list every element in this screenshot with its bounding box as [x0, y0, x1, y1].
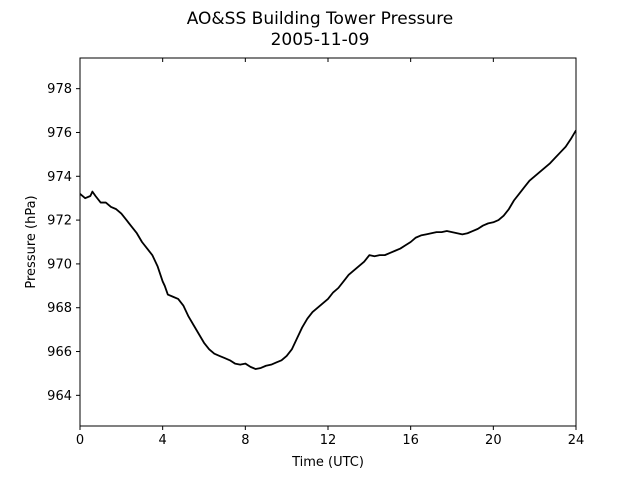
- x-axis-label: Time (UTC): [291, 455, 364, 470]
- y-tick-label: 968: [47, 301, 72, 316]
- series-layer: [80, 129, 576, 370]
- chart-subtitle: 2005-11-09: [271, 30, 370, 50]
- x-tick-label: 20: [485, 433, 502, 448]
- y-tick-label: 964: [47, 389, 72, 404]
- x-tick-label: 24: [568, 433, 585, 448]
- plot-frame: [79, 57, 577, 427]
- y-axis-label: Pressure (hPa): [24, 195, 39, 288]
- ticks-layer: 0 4 8 12 16 20 24 964 966 968 970 972 974 976 978: [47, 58, 584, 448]
- x-tick-label: 4: [159, 433, 167, 448]
- y-tick-label: 978: [47, 82, 72, 97]
- x-tick-label: 8: [241, 433, 249, 448]
- y-tick-label: 974: [47, 170, 72, 185]
- chart-title: AO&SS Building Tower Pressure: [187, 9, 454, 29]
- y-tick-label: 970: [47, 257, 72, 272]
- x-tick-label: 12: [320, 433, 337, 448]
- pressure-line: [80, 129, 576, 370]
- y-tick-label: 976: [47, 126, 72, 141]
- y-tick-label: 972: [47, 214, 72, 229]
- y-tick-label: 966: [47, 345, 72, 360]
- x-tick-label: 0: [76, 433, 84, 448]
- x-tick-label: 16: [402, 433, 419, 448]
